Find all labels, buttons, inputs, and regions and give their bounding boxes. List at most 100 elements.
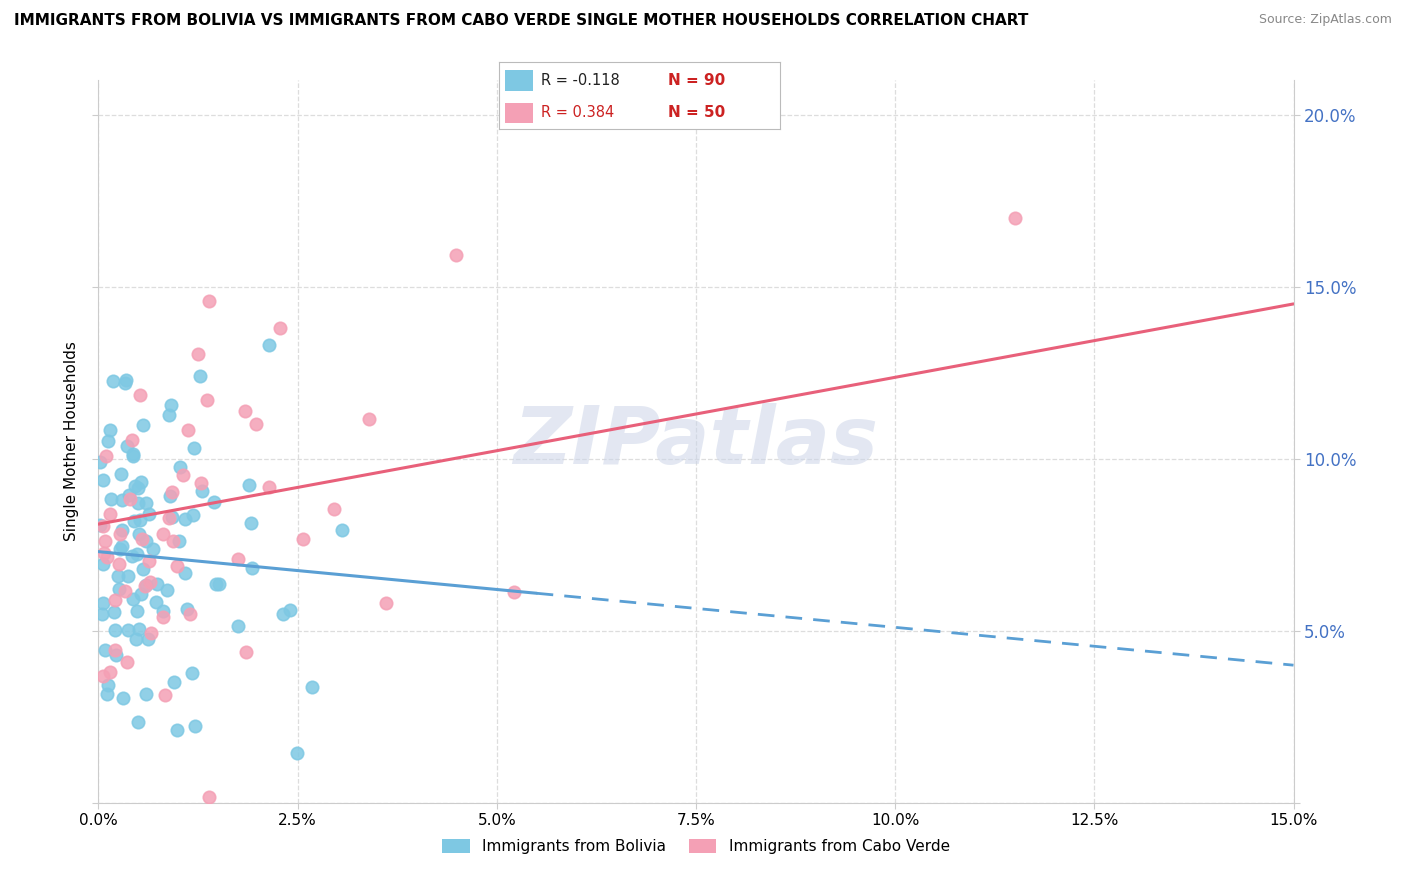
Text: N = 90: N = 90 [668, 73, 725, 88]
Point [155, 688, 177, 702]
Point [125, 605, 148, 619]
Point [233, 403, 256, 417]
Point [112, 690, 135, 705]
Point [117, 439, 139, 453]
Point [127, 714, 149, 729]
Point [173, 566, 195, 580]
Point [135, 578, 157, 592]
Point [96, 678, 118, 692]
Point [160, 509, 183, 524]
Point [131, 417, 153, 432]
Point [122, 515, 145, 529]
Point [235, 645, 257, 659]
Point [121, 591, 143, 606]
Point [129, 475, 152, 490]
Point [375, 596, 398, 610]
Point [191, 484, 214, 499]
Point [138, 554, 160, 568]
Point [128, 388, 150, 402]
Point [131, 533, 153, 547]
Point [114, 583, 136, 598]
Point [131, 587, 153, 601]
FancyBboxPatch shape [505, 70, 533, 91]
Point [97, 434, 120, 448]
Point [110, 467, 132, 482]
Text: R = 0.384: R = 0.384 [541, 105, 614, 120]
Point [122, 449, 145, 463]
Point [124, 479, 146, 493]
Point [107, 569, 129, 583]
Point [183, 441, 205, 455]
Point [90, 607, 112, 621]
Point [121, 433, 143, 447]
Point [125, 548, 148, 562]
Point [245, 417, 267, 431]
Point [159, 489, 181, 503]
Point [132, 561, 155, 575]
Point [146, 577, 169, 591]
Point [301, 680, 323, 694]
Point [226, 619, 249, 633]
Point [117, 623, 139, 637]
Point [121, 447, 143, 461]
Point [292, 532, 315, 546]
Point [128, 527, 150, 541]
Point [117, 569, 139, 583]
Point [278, 603, 301, 617]
Point [198, 790, 221, 805]
Point [104, 623, 127, 637]
Point [127, 481, 149, 495]
Point [104, 643, 127, 657]
Point [91, 595, 114, 609]
Text: IMMIGRANTS FROM BOLIVIA VS IMMIGRANTS FROM CABO VERDE SINGLE MOTHER HOUSEHOLDS C: IMMIGRANTS FROM BOLIVIA VS IMMIGRANTS FR… [14, 13, 1028, 29]
Point [111, 539, 134, 553]
Point [156, 582, 179, 597]
Point [188, 369, 211, 384]
Point [359, 412, 381, 426]
Point [202, 495, 225, 509]
Point [157, 510, 180, 524]
Point [118, 488, 141, 502]
Point [187, 347, 209, 361]
Point [198, 293, 221, 308]
Point [93, 558, 115, 572]
Point [108, 541, 131, 556]
Point [166, 723, 188, 737]
Point [240, 516, 263, 530]
Point [91, 669, 114, 683]
Point [176, 602, 198, 616]
Point [135, 496, 157, 510]
Point [208, 576, 231, 591]
Point [257, 338, 280, 352]
Point [94, 533, 117, 548]
Point [273, 607, 295, 621]
Point [169, 533, 191, 548]
Point [142, 541, 165, 556]
Point [103, 605, 125, 619]
Point [104, 593, 127, 607]
Point [100, 492, 122, 507]
Point [163, 674, 186, 689]
Point [134, 579, 156, 593]
Point [121, 549, 143, 563]
Point [183, 508, 205, 523]
Point [204, 577, 226, 591]
Point [503, 585, 526, 599]
Point [120, 492, 142, 507]
Point [269, 320, 291, 334]
Point [93, 546, 115, 560]
Point [111, 523, 134, 537]
Point [93, 642, 115, 657]
Point [138, 508, 160, 522]
Point [98, 665, 121, 680]
Point [114, 376, 136, 390]
Point [128, 622, 150, 636]
Point [166, 559, 188, 574]
Text: Source: ZipAtlas.com: Source: ZipAtlas.com [1258, 13, 1392, 27]
Point [177, 423, 200, 437]
Point [108, 582, 131, 596]
Point [169, 460, 191, 475]
Point [152, 604, 174, 618]
Point [128, 513, 150, 527]
Point [89, 454, 111, 468]
